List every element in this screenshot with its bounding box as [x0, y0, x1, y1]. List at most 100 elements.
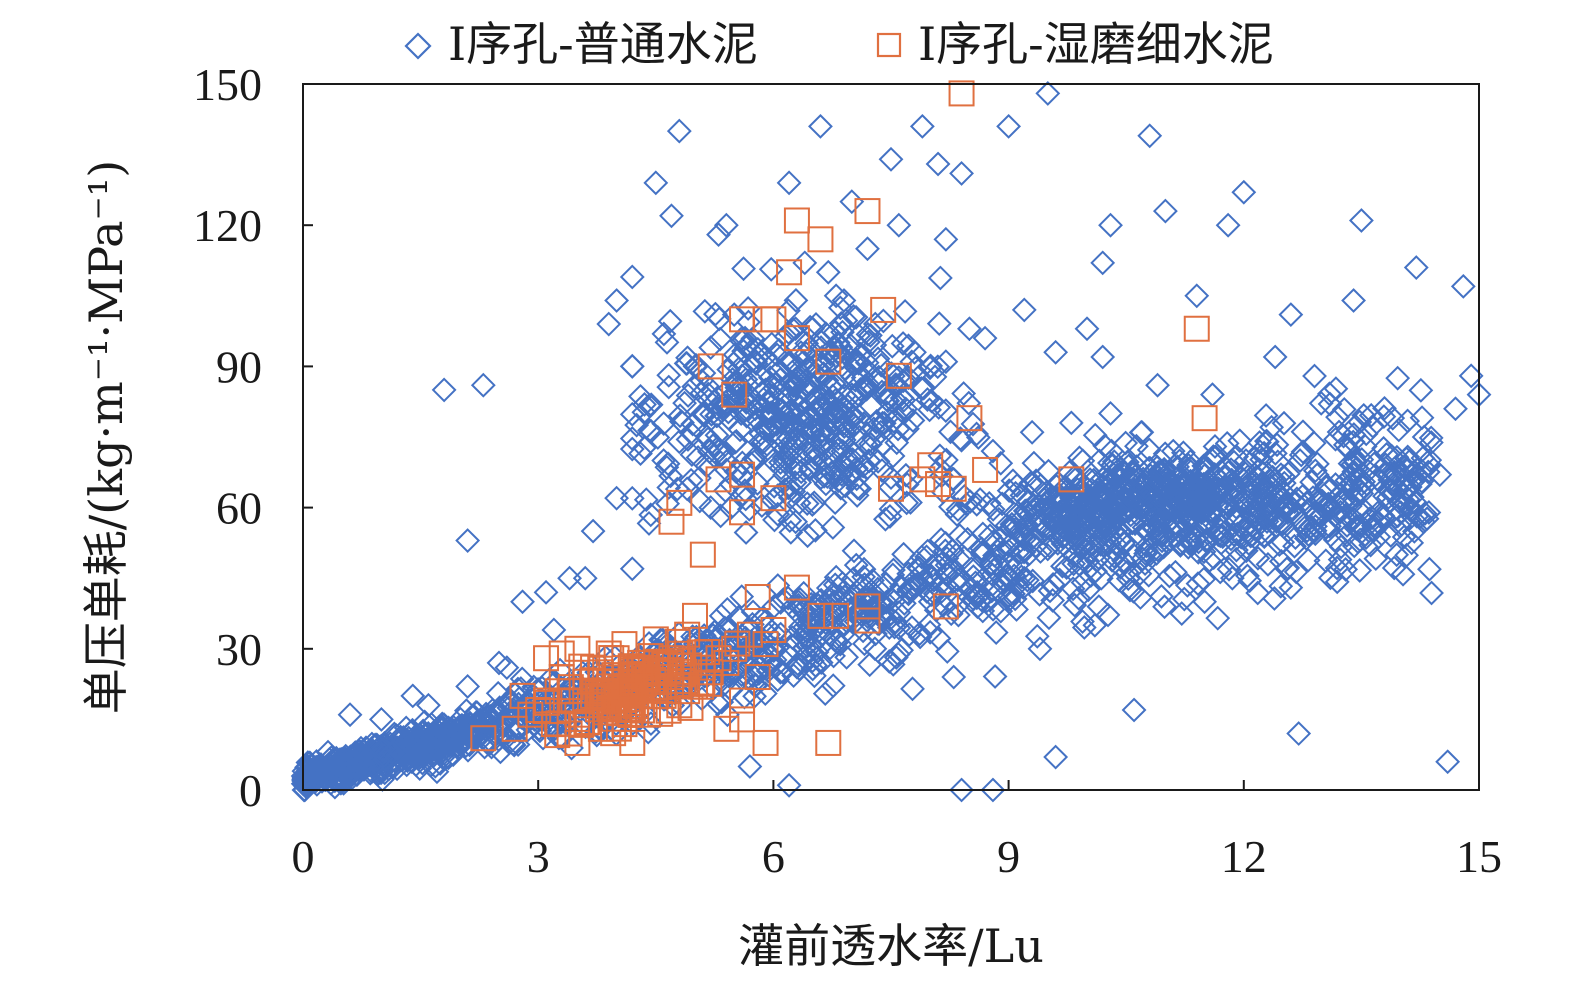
legend-item-series-2: Ⅰ序孔-湿磨细水泥: [876, 17, 1274, 71]
data-point-series-1: [821, 643, 847, 669]
data-point-series-1: [694, 424, 720, 449]
data-point-series-1: [1145, 537, 1171, 563]
data-point-series-1: [1247, 430, 1272, 455]
data-point-series-1: [424, 721, 450, 747]
data-point-series-2: [783, 207, 810, 234]
data-point-series-1: [321, 754, 347, 779]
data-point-series-1: [1271, 410, 1297, 436]
x-tick-label: 12: [1221, 831, 1267, 882]
data-point-series-1: [926, 394, 952, 420]
data-point-series-2: [572, 668, 599, 695]
data-point-series-1: [960, 411, 986, 437]
data-point-series-1: [852, 572, 877, 597]
data-point-series-2: [909, 466, 936, 493]
data-point-series-1: [777, 508, 803, 534]
data-point-series-1: [781, 372, 807, 398]
data-point-series-1: [729, 450, 755, 476]
data-point-series-1: [674, 476, 700, 502]
data-point-series-1: [818, 444, 844, 470]
data-point-series-1: [776, 425, 802, 451]
data-point-series-1: [856, 448, 882, 474]
data-point-series-1: [775, 443, 801, 469]
data-point-series-1: [1040, 571, 1066, 597]
data-point-series-1: [557, 565, 582, 591]
data-point-series-1: [969, 587, 995, 613]
data-point-series-1: [370, 736, 396, 762]
data-point-series-1: [808, 335, 834, 360]
data-point-series-1: [1450, 273, 1476, 299]
data-point-series-1: [1341, 288, 1366, 313]
data-point-series-1: [1178, 531, 1204, 557]
data-point-series-1: [666, 429, 692, 455]
data-point-series-1: [643, 170, 669, 196]
data-point-series-1: [1418, 430, 1444, 455]
data-point-series-1: [844, 466, 870, 492]
data-point-series-1: [1081, 489, 1107, 514]
data-point-series-2: [729, 499, 756, 526]
data-point-series-1: [1124, 454, 1150, 480]
data-point-series-1: [1323, 426, 1348, 452]
x-tick-label: 3: [527, 831, 550, 882]
data-point-series-1: [944, 502, 970, 527]
data-point-series-1: [1051, 523, 1076, 549]
data-point-series-1: [831, 288, 857, 313]
data-point-series-1: [1394, 542, 1420, 568]
data-point-series-1: [1374, 441, 1399, 467]
data-point-series-1: [823, 283, 849, 309]
data-point-series-1: [1075, 492, 1101, 518]
data-point-series-1: [926, 311, 952, 337]
data-point-series-1: [783, 355, 809, 381]
data-point-series-1: [1185, 571, 1211, 597]
data-point-series-1: [841, 412, 866, 438]
data-point-series-1: [948, 426, 973, 452]
data-point-series-1: [1231, 179, 1257, 205]
data-point-series-2: [854, 593, 881, 620]
data-point-series-1: [879, 361, 904, 387]
data-point-series-1: [846, 323, 872, 348]
data-point-series-1: [734, 403, 760, 429]
data-point-series-2: [807, 226, 834, 253]
data-point-series-1: [1088, 515, 1114, 541]
data-point-series-1: [1269, 512, 1295, 537]
data-point-series-1: [822, 490, 848, 516]
data-point-series-1: [494, 655, 520, 681]
data-point-series-1: [1062, 592, 1088, 618]
data-point-series-2: [611, 631, 638, 658]
data-point-series-1: [948, 565, 973, 591]
legend-label-series-2: Ⅰ序孔-湿磨细水泥: [918, 17, 1274, 71]
data-point-series-1: [455, 528, 481, 553]
data-point-series-1: [1245, 506, 1271, 532]
data-point-series-1: [815, 575, 841, 601]
data-point-series-2: [932, 593, 959, 620]
data-point-series-2: [854, 198, 881, 225]
data-point-series-1: [635, 719, 661, 745]
data-point-series-1: [1011, 297, 1037, 323]
data-point-series-1: [1176, 521, 1202, 546]
data-point-series-1: [921, 567, 947, 593]
data-point-series-2: [533, 687, 560, 714]
data-point-series-2: [1191, 405, 1218, 432]
data-point-series-1: [958, 556, 984, 582]
data-point-series-1: [699, 401, 724, 427]
data-point-series-1: [1099, 453, 1125, 478]
data-point-series-1: [1192, 482, 1218, 508]
data-point-series-1: [1095, 602, 1121, 628]
data-point-series-1: [485, 714, 511, 740]
data-point-series-1: [619, 264, 645, 290]
data-point-series-1: [927, 265, 953, 291]
data-point-series-2: [721, 635, 748, 662]
data-point-series-1: [1019, 419, 1045, 445]
data-point-series-2: [564, 635, 591, 662]
data-point-series-1: [998, 515, 1024, 540]
data-point-series-1: [1023, 468, 1049, 494]
data-point-series-1: [892, 298, 918, 324]
data-point-series-1: [1098, 212, 1123, 238]
data-point-series-1: [636, 511, 662, 536]
data-point-series-1: [709, 442, 735, 468]
data-point-series-1: [1249, 470, 1275, 496]
data-point-series-1: [1371, 404, 1397, 430]
data-point-series-1: [1191, 453, 1217, 479]
data-point-series-1: [1236, 531, 1262, 556]
data-point-series-1: [792, 614, 817, 640]
data-point-series-1: [1216, 556, 1242, 582]
